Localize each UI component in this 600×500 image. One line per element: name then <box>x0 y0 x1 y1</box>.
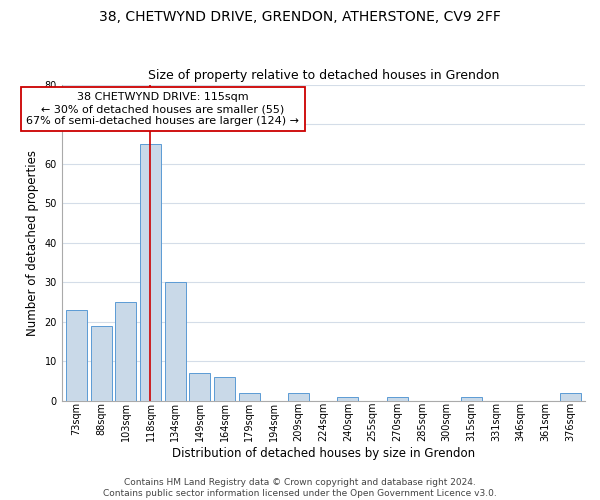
Bar <box>214 377 235 400</box>
Bar <box>140 144 161 401</box>
Bar <box>66 310 87 400</box>
Bar <box>91 326 112 400</box>
Text: 38 CHETWYND DRIVE: 115sqm
← 30% of detached houses are smaller (55)
67% of semi-: 38 CHETWYND DRIVE: 115sqm ← 30% of detac… <box>26 92 299 126</box>
Bar <box>337 396 358 400</box>
Bar <box>115 302 136 400</box>
Y-axis label: Number of detached properties: Number of detached properties <box>26 150 39 336</box>
Bar <box>190 373 211 400</box>
Bar <box>164 282 185 401</box>
Bar <box>461 396 482 400</box>
Bar <box>288 392 309 400</box>
Bar <box>560 392 581 400</box>
X-axis label: Distribution of detached houses by size in Grendon: Distribution of detached houses by size … <box>172 447 475 460</box>
Text: 38, CHETWYND DRIVE, GRENDON, ATHERSTONE, CV9 2FF: 38, CHETWYND DRIVE, GRENDON, ATHERSTONE,… <box>99 10 501 24</box>
Bar <box>387 396 408 400</box>
Text: Contains HM Land Registry data © Crown copyright and database right 2024.
Contai: Contains HM Land Registry data © Crown c… <box>103 478 497 498</box>
Bar <box>239 392 260 400</box>
Title: Size of property relative to detached houses in Grendon: Size of property relative to detached ho… <box>148 69 499 82</box>
